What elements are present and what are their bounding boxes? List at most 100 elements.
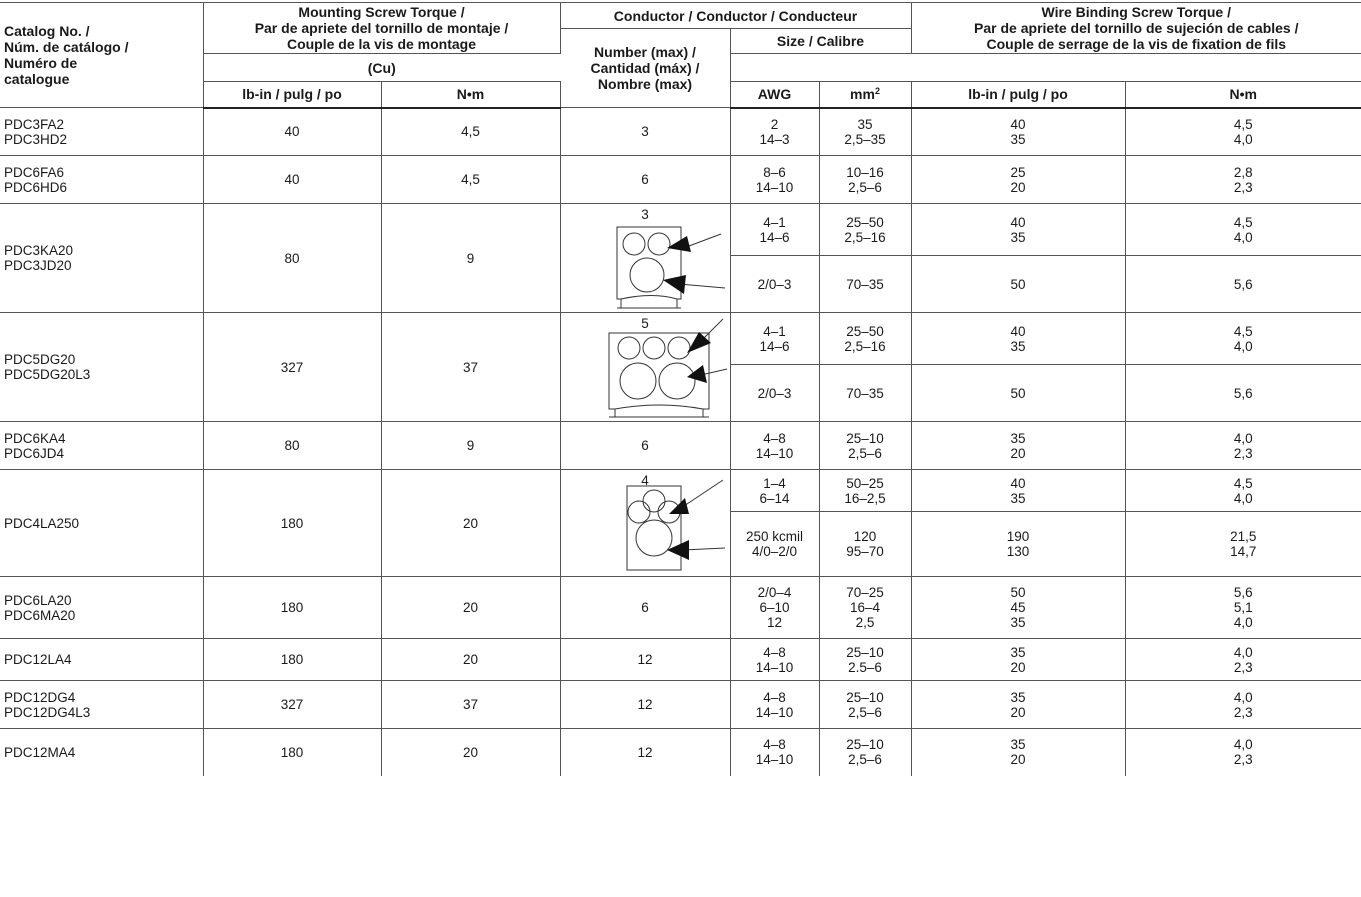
conductor-mm2: 10–16 2,5–6 — [818, 155, 912, 204]
wire-torque-lbin: 50 45 35 — [910, 576, 1126, 639]
conductor-mm2: 25–10 2,5–6 — [818, 421, 912, 470]
header-nm: N•m — [380, 81, 561, 109]
wire-torque-lbin: 35 20 — [910, 421, 1126, 470]
conductor-awg: 1–4 6–14 — [729, 469, 820, 512]
wire-torque-nm: 4,0 2,3 — [1124, 728, 1361, 776]
wire-torque-lbin: 50 — [910, 255, 1126, 313]
table-row: PDC5DG20 PDC5DG20L3 327 37 5 4–1 14–6 25–50 2… — [0, 312, 1361, 422]
conductor-mm2: 25–10 2,5–6 — [818, 728, 912, 776]
wire-torque-nm: 21,5 14,7 — [1124, 511, 1361, 577]
conductor-awg: 4–1 14–6 — [729, 312, 820, 365]
wire-torque-nm: 4,5 4,0 — [1124, 107, 1361, 156]
conductor-number: 6 — [559, 155, 731, 204]
mounting-torque-lbin: 80 — [202, 203, 382, 313]
header-lbin: lb-in / pulg / po — [203, 81, 382, 109]
mounting-torque-nm: 9 — [380, 203, 561, 313]
mounting-torque-lbin: 180 — [202, 469, 382, 577]
wire-torque-lbin: 40 35 — [910, 203, 1126, 256]
wire-torque-lbin: 50 — [910, 364, 1126, 422]
wire-torque-nm: 4,0 2,3 — [1124, 638, 1361, 681]
conductor-number: 12 — [559, 638, 731, 681]
mounting-torque-lbin: 327 — [202, 312, 382, 422]
torque-table-container: Catalog No. / Núm. de catálogo / Numéro … — [0, 2, 1361, 776]
wire-torque-nm: 4,0 2,3 — [1124, 680, 1361, 729]
wire-torque-lbin: 40 35 — [910, 312, 1126, 365]
conductor-awg: 4–8 14–10 — [729, 638, 820, 681]
wire-torque-lbin: 35 20 — [910, 680, 1126, 729]
conductor-awg: 4–8 14–10 — [729, 728, 820, 776]
table-row: PDC12LA4 180 20 12 4–8 14–10 25–10 2.5–6 35 20… — [0, 638, 1361, 681]
header-catalog: Catalog No. / Núm. de catálogo / Numéro … — [0, 2, 204, 108]
mounting-torque-nm: 20 — [380, 638, 561, 681]
table-row: PDC3FA2 PDC3HD2 40 4,5 3 2 14–3 35 2,5–35 40 3… — [0, 107, 1361, 156]
conductor-awg: 4–8 14–10 — [729, 421, 820, 470]
torque-table: Catalog No. / Núm. de catálogo / Numéro … — [0, 2, 1361, 776]
mounting-torque-nm: 20 — [380, 469, 561, 577]
wire-torque-nm: 4,0 2,3 — [1124, 421, 1361, 470]
header-mm2: mm2 — [818, 81, 912, 109]
wire-torque-nm: 5,6 — [1124, 364, 1361, 422]
conductor-number: 3 — [559, 107, 731, 156]
catalog-number: PDC3FA2 PDC3HD2 — [0, 107, 204, 156]
header-cu: (Cu) — [203, 53, 560, 82]
conductor-count: 3 — [641, 207, 649, 222]
mounting-torque-nm: 4,5 — [380, 155, 561, 204]
header-conductor: Conductor / Conductor / Conducteur — [559, 2, 912, 29]
wire-torque-nm: 4,5 4,0 — [1124, 469, 1361, 512]
conductor-awg: 8–6 14–10 — [729, 155, 820, 204]
header-row-1: Catalog No. / Núm. de catálogo / Numéro … — [0, 2, 1361, 108]
wire-torque-lbin: 40 35 — [910, 107, 1126, 156]
conductor-number: 6 — [559, 421, 731, 470]
mounting-torque-nm: 9 — [380, 421, 561, 470]
conductor-mm2: 25–50 2,5–16 — [818, 203, 912, 256]
header-nm-2: N•m — [1124, 81, 1361, 109]
conductor-awg: 2 14–3 — [729, 107, 820, 156]
conductor-awg: 4–1 14–6 — [729, 203, 820, 256]
catalog-number: PDC6LA20 PDC6MA20 — [0, 576, 204, 639]
header-row-3: (Cu) — [0, 53, 1361, 82]
conductor-mm2: 25–10 2.5–6 — [818, 638, 912, 681]
table-row: 250 kcmil 4/0–2/0 120 95–70 190 130 21,5 14… — [0, 511, 1361, 577]
header-size: Size / Calibre — [729, 28, 912, 54]
catalog-number: PDC5DG20 PDC5DG20L3 — [0, 312, 204, 422]
mounting-torque-nm: 37 — [380, 680, 561, 729]
conductor-mm2: 70–35 — [818, 364, 912, 422]
wire-torque-lbin: 35 20 — [910, 728, 1126, 776]
wire-torque-nm: 2,8 2,3 — [1124, 155, 1361, 204]
mounting-torque-nm: 20 — [380, 728, 561, 776]
table-row: PDC6FA6 PDC6HD6 40 4,5 6 8–6 14–10 10–16 2,5–… — [0, 155, 1361, 204]
conductor-mm2: 70–25 16–4 2,5 — [818, 576, 912, 639]
conductor-mm2: 25–10 2,5–6 — [818, 680, 912, 729]
header-mounting-torque: Mounting Screw Torque / Par de apriete d… — [202, 2, 561, 54]
conductor-mm2: 25–50 2,5–16 — [818, 312, 912, 365]
table-row: PDC6LA20 PDC6MA20 180 20 6 2/0–4 6–10 12 70–2… — [0, 576, 1361, 639]
mounting-torque-nm: 4,5 — [380, 107, 561, 156]
table-row: PDC3KA20 PDC3JD20 80 9 3 4–1 14–6 25–50 2,5–1… — [0, 203, 1361, 313]
wire-torque-lbin: 190 130 — [910, 511, 1126, 577]
mounting-torque-lbin: 80 — [202, 421, 382, 470]
header-wire-binding-torque: Wire Binding Screw Torque / Par de aprie… — [910, 2, 1361, 54]
conductor-awg: 250 kcmil 4/0–2/0 — [730, 511, 820, 577]
conductor-number: 5 — [559, 312, 731, 422]
conductor-awg: 2/0–4 6–10 12 — [729, 576, 820, 639]
catalog-number: PDC6FA6 PDC6HD6 — [0, 155, 204, 204]
header-number-max: Number (max) / Cantidad (máx) / Nombre (… — [560, 28, 731, 108]
mounting-torque-lbin: 180 — [202, 576, 382, 639]
wire-torque-nm: 5,6 — [1124, 255, 1361, 313]
conductor-mm2: 50–25 16–2,5 — [818, 469, 912, 512]
mounting-torque-lbin: 40 — [202, 155, 382, 204]
conductor-count: 4 — [641, 473, 649, 488]
conductor-number: 4 — [559, 469, 731, 577]
conductor-count: 5 — [641, 316, 649, 331]
mounting-torque-lbin: 180 — [202, 728, 382, 776]
conductor-mm2: 70–35 — [818, 255, 912, 313]
catalog-number: PDC4LA250 — [0, 469, 204, 577]
conductor-mm2: 35 2,5–35 — [818, 107, 912, 156]
wire-torque-lbin: 25 20 — [910, 155, 1126, 204]
mounting-torque-lbin: 180 — [202, 638, 382, 681]
table-row: PDC4LA250 180 20 4 1–4 6–14 50–25 16–2,5 40 35… — [0, 469, 1361, 577]
header-lbin-2: lb-in / pulg / po — [910, 81, 1126, 109]
table-row: PDC6KA4 PDC6JD4 80 9 6 4–8 14–10 25–10 2,5–6 3… — [0, 421, 1361, 470]
conductor-number: 6 — [559, 576, 731, 639]
wire-torque-lbin: 35 20 — [910, 638, 1126, 681]
